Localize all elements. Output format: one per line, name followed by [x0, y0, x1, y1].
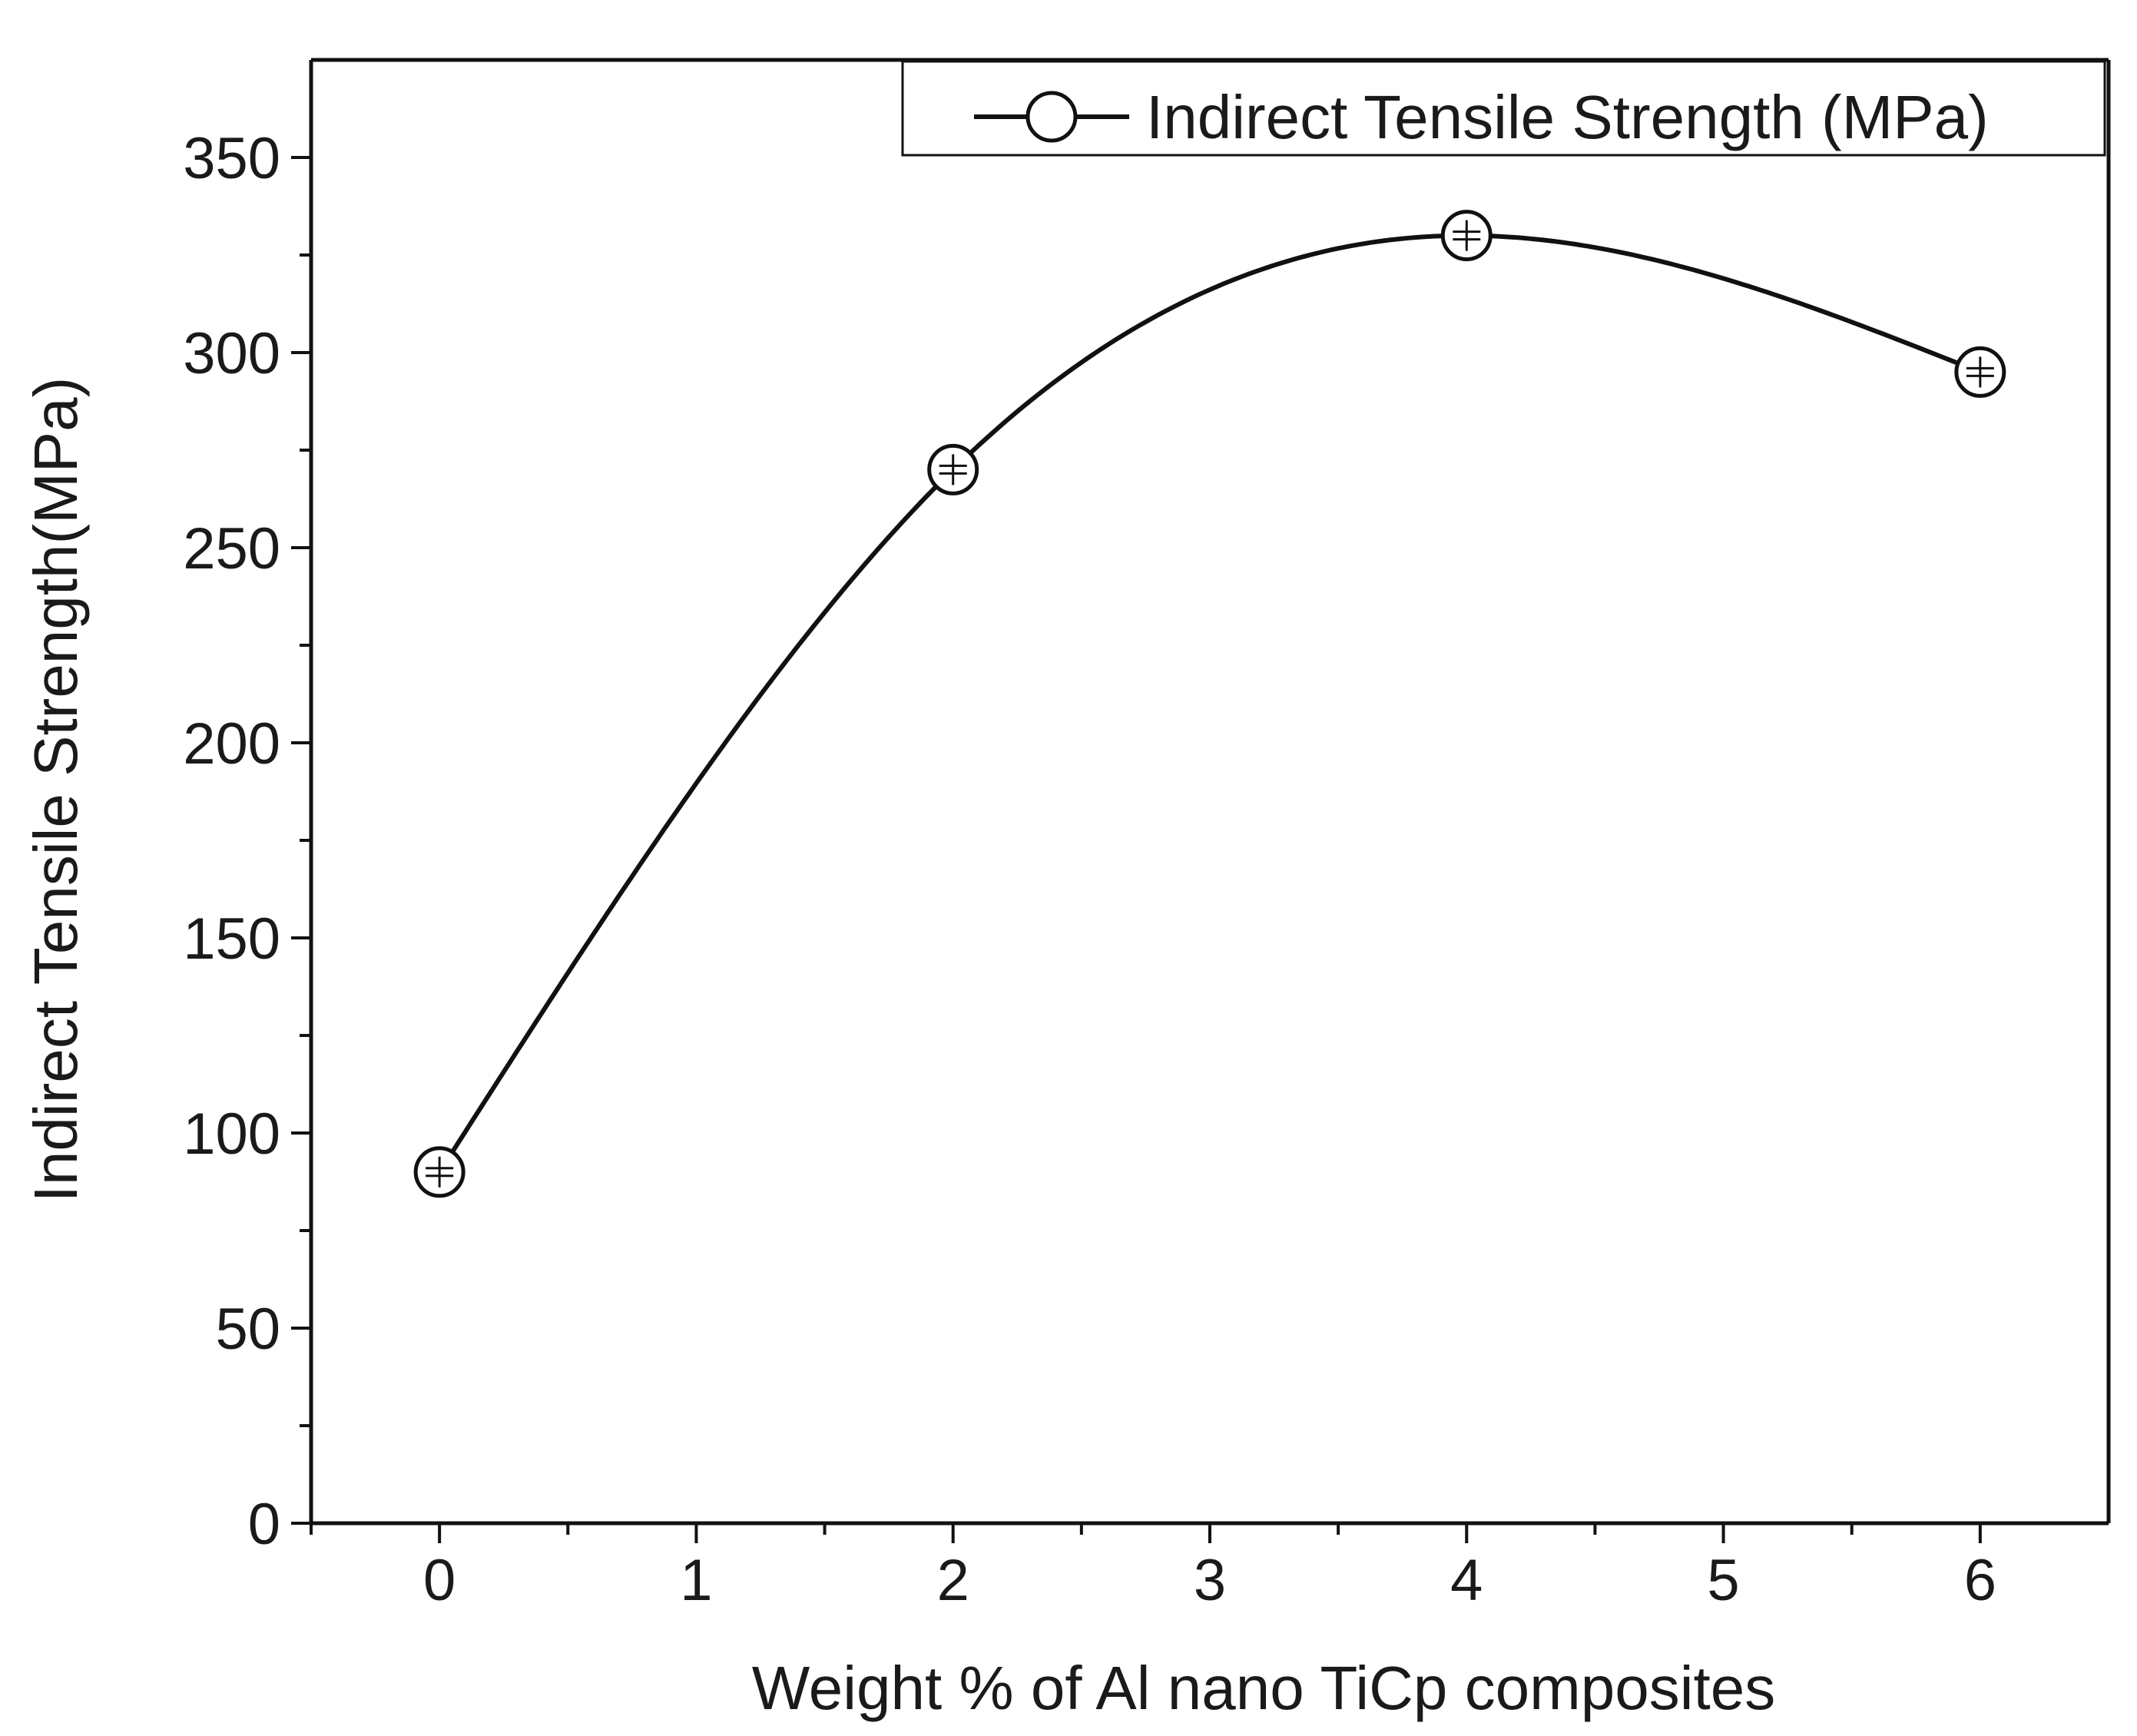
data-point — [927, 443, 979, 495]
series-line — [437, 233, 1981, 1174]
x-tick-label: 5 — [1707, 1548, 1739, 1613]
x-axis-ticks — [310, 1523, 1982, 1543]
x-tick-label: 1 — [680, 1548, 712, 1613]
y-tick-label: 50 — [215, 1297, 280, 1362]
y-tick-labels: 0 50 100 150 200 250 300 350 — [183, 126, 280, 1557]
y-tick-label: 200 — [183, 711, 280, 777]
y-tick-label: 0 — [248, 1492, 280, 1557]
x-axis-title: Weight % of Al nano TiCp composites — [752, 1654, 1776, 1722]
data-point — [1440, 210, 1493, 262]
x-tick-label: 6 — [1964, 1548, 1996, 1613]
y-tick-label: 300 — [183, 321, 280, 386]
legend: Indirect Tensile Strength (MPa) — [901, 60, 2106, 157]
y-axis-title: Indirect Tensile Strength(MPa) — [22, 377, 90, 1203]
data-point — [413, 1146, 466, 1198]
plot-frame — [309, 58, 2111, 1526]
x-tick-label: 2 — [937, 1548, 969, 1613]
y-tick-label: 250 — [183, 516, 280, 581]
y-tick-label: 150 — [183, 906, 280, 972]
legend-label: Indirect Tensile Strength (MPa) — [1146, 83, 1989, 151]
y-axis-ticks — [291, 156, 311, 1525]
x-tick-label: 3 — [1194, 1548, 1226, 1613]
data-point — [1954, 346, 2006, 398]
legend-marker-swatch — [1025, 91, 1078, 143]
y-tick-label: 350 — [183, 126, 280, 191]
x-tick-label: 4 — [1450, 1548, 1483, 1613]
y-tick-label: 100 — [183, 1102, 280, 1167]
series-layer — [413, 210, 2006, 1198]
x-tick-labels: 0 1 2 3 4 5 6 — [423, 1548, 1996, 1613]
x-tick-label: 0 — [423, 1548, 456, 1613]
legend-box — [901, 60, 2106, 157]
